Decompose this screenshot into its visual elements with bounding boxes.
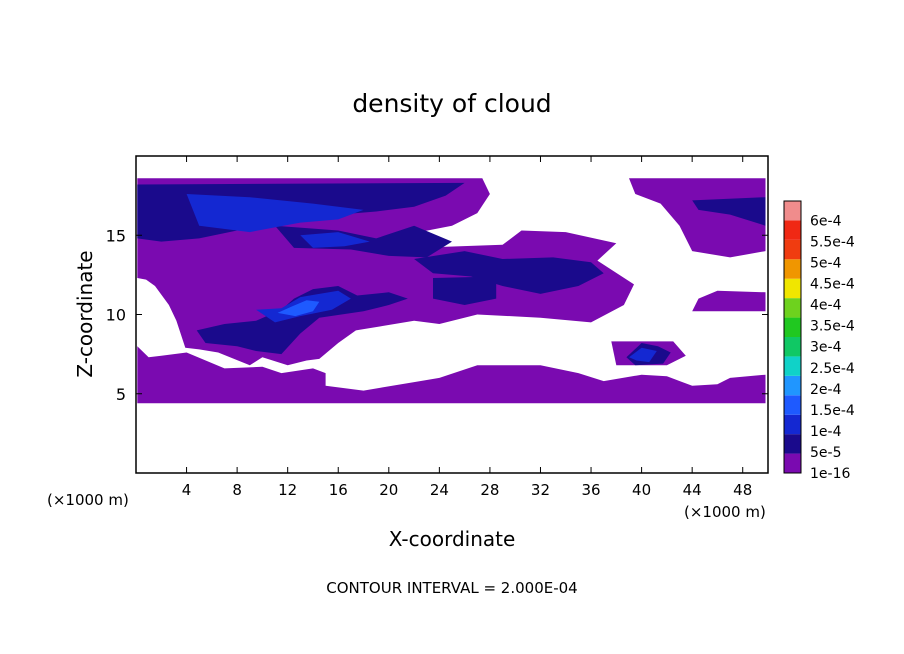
colorbar-swatch — [784, 201, 801, 221]
colorbar-label: 4.5e-4 — [810, 277, 855, 293]
x-tick-label: 48 — [733, 481, 752, 499]
colorbar-swatch — [784, 414, 801, 435]
colorbar-swatch — [784, 337, 801, 357]
colorbar-label: 6e-4 — [810, 213, 842, 229]
contour-region-1-3 — [433, 276, 497, 305]
colorbar-label: 1e-4 — [810, 424, 842, 440]
x-tick-label: 20 — [379, 481, 398, 499]
contour-region-1-2 — [414, 251, 604, 294]
x-tick-label: 24 — [430, 481, 449, 499]
x-axis-unit-right: (×1000 m) — [684, 503, 766, 521]
chart-title: density of cloud — [352, 89, 551, 118]
colorbar-label: 2e-4 — [810, 382, 842, 398]
colorbar: 1e-16 5e-5 1e-4 1.5e-4 2e-4 2.5e-4 3e-4 3.5e-4 4… — [783, 200, 855, 482]
x-tick-label: 12 — [278, 481, 297, 499]
colorbar-label: 2.5e-4 — [810, 361, 855, 377]
plot-area — [137, 178, 766, 404]
x-tick-label: 16 — [329, 481, 348, 499]
contour-region-2-0 — [186, 194, 364, 233]
contour-region-3-0 — [277, 300, 320, 317]
x-tick-label: 32 — [531, 481, 550, 499]
contour-interval-note: CONTOUR INTERVAL = 2.000E-04 — [326, 579, 577, 597]
colorbar-label: 5.5e-4 — [810, 234, 855, 250]
y-axis-label: Z-coordinate — [73, 250, 97, 377]
colorbar-swatch — [784, 395, 801, 415]
colorbar-label: 3e-4 — [810, 340, 842, 356]
contour-region-0-2 — [629, 178, 766, 258]
x-tick-label: 4 — [182, 481, 192, 499]
contour-region-0-3 — [692, 290, 766, 312]
colorbar-label: 3.5e-4 — [810, 319, 855, 335]
x-axis-label: X-coordinate — [389, 527, 516, 551]
contour-region-1-4 — [196, 286, 408, 355]
x-tick-label: 36 — [581, 481, 600, 499]
colorbar-swatch — [784, 220, 801, 240]
colorbar-swatch — [784, 317, 801, 337]
contour-region-2-1 — [300, 232, 370, 248]
colorbar-label: 5e-4 — [810, 256, 842, 272]
y-axis: 5 10 15 — [106, 226, 768, 404]
x-tick-label: 28 — [480, 481, 499, 499]
y-tick-label: 10 — [106, 306, 126, 325]
colorbar-label: 1e-16 — [810, 466, 850, 482]
y-tick-label: 5 — [116, 385, 126, 404]
colorbar-swatch — [784, 298, 801, 318]
x-axis: 4 8 12 16 20 24 28 32 36 40 44 48 — [182, 156, 752, 499]
y-tick-label: 15 — [106, 226, 126, 245]
colorbar-label: 1.5e-4 — [810, 403, 855, 419]
colorbar-swatch — [784, 434, 801, 454]
colorbar-label: 4e-4 — [810, 298, 842, 314]
x-tick-label: 40 — [632, 481, 651, 499]
x-axis-unit-left: (×1000 m) — [47, 491, 129, 509]
contour-region-2-3 — [629, 347, 657, 363]
colorbar-label: 5e-5 — [810, 445, 841, 461]
x-tick-label: 8 — [232, 481, 242, 499]
colorbar-swatch — [784, 278, 801, 299]
colorbar-swatch — [784, 356, 801, 376]
colorbar-swatch — [784, 259, 801, 279]
contour-region-1-5 — [692, 197, 766, 226]
x-tick-label: 44 — [683, 481, 702, 499]
colorbar-swatch — [784, 453, 801, 473]
colorbar-swatch — [784, 375, 801, 396]
colorbar-frame — [783, 200, 802, 474]
colorbar-swatch — [784, 239, 801, 260]
contour-region-0-1 — [137, 346, 766, 404]
